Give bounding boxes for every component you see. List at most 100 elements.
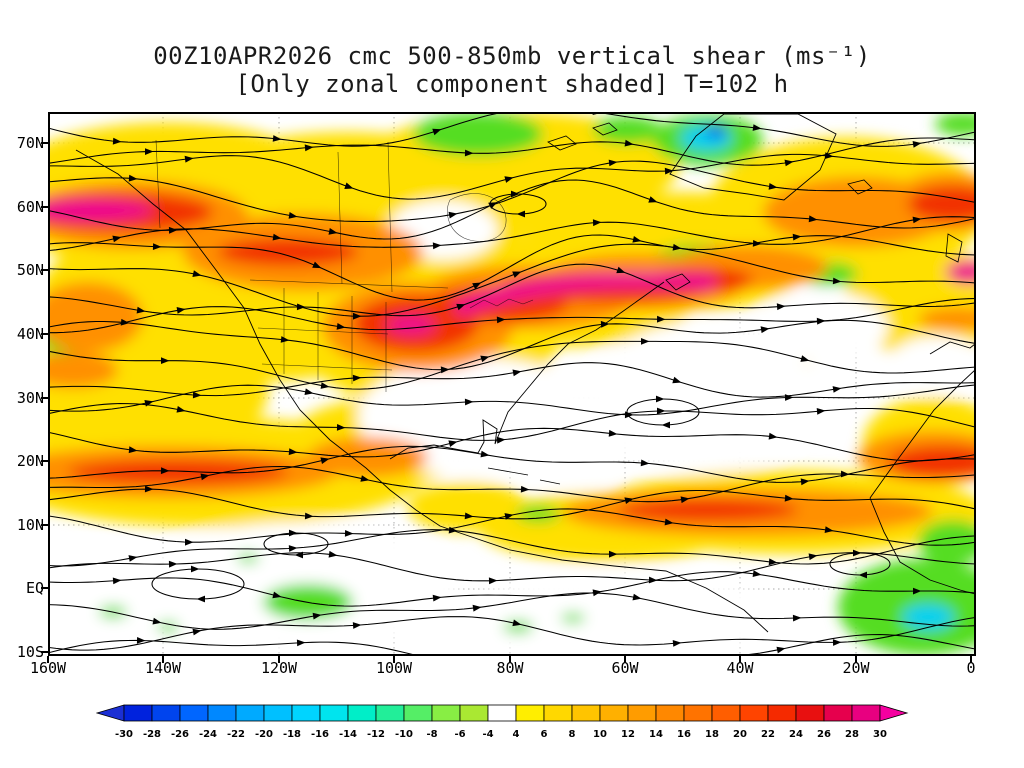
colorbar: -30 -28 -26 -24 -22 -20 -18 -16 -14 -12 -10 -8 -6 -4 4…: [95, 703, 928, 749]
colorbar-tick-label: 14: [649, 729, 663, 740]
colorbar-tick-label: -14: [339, 729, 357, 740]
colorbar-left-arrow: [95, 704, 125, 722]
lat-axis-label: 20N: [16, 452, 44, 470]
lat-tick-mark: [41, 460, 48, 462]
colorbar-segment: [851, 704, 881, 722]
colorbar-segment: [711, 704, 741, 722]
colorbar-tick-label: -12: [367, 729, 385, 740]
lon-tick-mark: [739, 656, 741, 663]
colorbar-segment: [823, 704, 853, 722]
lon-axis-label: 80W: [496, 659, 524, 677]
colorbar-tick-label: 20: [733, 729, 747, 740]
map-panel: [48, 112, 976, 656]
lat-axis-label: 70N: [16, 134, 44, 152]
lon-axis-label: 140W: [144, 659, 182, 677]
lon-tick-mark: [278, 656, 280, 663]
inland-borders-lakes: [155, 139, 534, 392]
lon-tick-mark: [855, 656, 857, 663]
lon-axis-label: 100W: [375, 659, 413, 677]
colorbar-segment: [235, 704, 265, 722]
shear-map-canvas: [48, 112, 976, 656]
islands-outline: [487, 122, 963, 485]
colorbar-segment: [179, 704, 209, 722]
lon-axis-label: 20W: [842, 659, 870, 677]
colorbar-tick-label: -4: [482, 729, 493, 740]
colorbar-tick-label: -8: [426, 729, 437, 740]
colorbar-right-arrow: [879, 704, 909, 722]
colorbar-tick-label: 22: [761, 729, 775, 740]
lat-axis-label: EQ: [25, 579, 44, 597]
lat-axis-label: 60N: [16, 198, 44, 216]
lat-tick-mark: [41, 587, 48, 589]
colorbar-tick-label: 6: [541, 729, 548, 740]
coastlines-borders: [75, 113, 976, 633]
colorbar-segment: [375, 704, 405, 722]
lon-tick-mark: [624, 656, 626, 663]
lat-tick-mark: [41, 397, 48, 399]
lon-tick-mark: [509, 656, 511, 663]
map-border: [48, 112, 976, 656]
colorbar-segment: [403, 704, 433, 722]
colorbar-tick-label: 16: [677, 729, 691, 740]
lat-tick-mark: [41, 142, 48, 144]
colorbar-tick-label: 4: [513, 729, 520, 740]
colorbar-tick-label: 8: [569, 729, 576, 740]
map-title-line-1: 00Z10APR2026 cmc 500-850mb vertical shea…: [153, 42, 871, 70]
colorbar-segment: [291, 704, 321, 722]
colorbar-tick-label: -16: [311, 729, 329, 740]
lat-tick-mark: [41, 333, 48, 335]
colorbar-segment: [599, 704, 629, 722]
lon-axis-label: 160W: [29, 659, 67, 677]
colorbar-segment: [543, 704, 573, 722]
colorbar-tick-label: 30: [873, 729, 887, 740]
lon-axis-label: 0: [966, 659, 976, 677]
lat-tick-mark: [41, 651, 48, 653]
colorbar-tick-label: 10: [593, 729, 607, 740]
colorbar-segment: [207, 704, 237, 722]
colorbar-segment: [655, 704, 685, 722]
colorbar-segment: [683, 704, 713, 722]
colorbar-segment: [123, 704, 153, 722]
colorbar-segment: [487, 704, 517, 722]
colorbar-segment: [319, 704, 349, 722]
lon-tick-mark: [393, 656, 395, 663]
lat-axis-label: 10S: [16, 643, 44, 661]
colorbar-segment: [767, 704, 797, 722]
lon-axis-label: 120W: [260, 659, 298, 677]
lon-tick-mark: [47, 656, 49, 663]
colorbar-tick-label: 26: [817, 729, 831, 740]
colorbar-tick-label: -30: [115, 729, 133, 740]
colorbar-tick-label: -26: [171, 729, 189, 740]
colorbar-tick-label: 18: [705, 729, 719, 740]
colorbar-tick-label: -22: [227, 729, 245, 740]
shear-shading-field: [48, 112, 976, 656]
colorbar-segment: [627, 704, 657, 722]
colorbar-tick-label: 28: [845, 729, 859, 740]
lat-tick-mark: [41, 524, 48, 526]
lon-tick-mark: [970, 656, 972, 663]
colorbar-tick-label: -20: [255, 729, 273, 740]
colorbar-tick-label: 24: [789, 729, 803, 740]
colorbar-segment: [515, 704, 545, 722]
lon-tick-mark: [162, 656, 164, 663]
lat-axis-label: 40N: [16, 325, 44, 343]
colorbar-tick-label: -10: [395, 729, 413, 740]
colorbar-segment: [571, 704, 601, 722]
colorbar-tick-label: -18: [283, 729, 301, 740]
lon-axis-label: 60W: [611, 659, 639, 677]
colorbar-segment: [347, 704, 377, 722]
colorbar-scale: -30 -28 -26 -24 -22 -20 -18 -16 -14 -12 -10 -8 -6 -4 4…: [95, 704, 909, 740]
colorbar-tick-label: -24: [199, 729, 217, 740]
lat-tick-mark: [41, 206, 48, 208]
colorbar-segment: [795, 704, 825, 722]
colorbar-segment: [263, 704, 293, 722]
colorbar-segment: [151, 704, 181, 722]
lon-axis-label: 40W: [726, 659, 754, 677]
lat-axis-label: 30N: [16, 389, 44, 407]
colorbar-tick-label: 12: [621, 729, 635, 740]
colorbar-segment: [431, 704, 461, 722]
colorbar-tick-label: -6: [454, 729, 465, 740]
colorbar-segment: [459, 704, 489, 722]
map-title-line-2: [Only zonal component shaded] T=102 h: [235, 70, 789, 98]
continent-outline: [75, 113, 976, 633]
